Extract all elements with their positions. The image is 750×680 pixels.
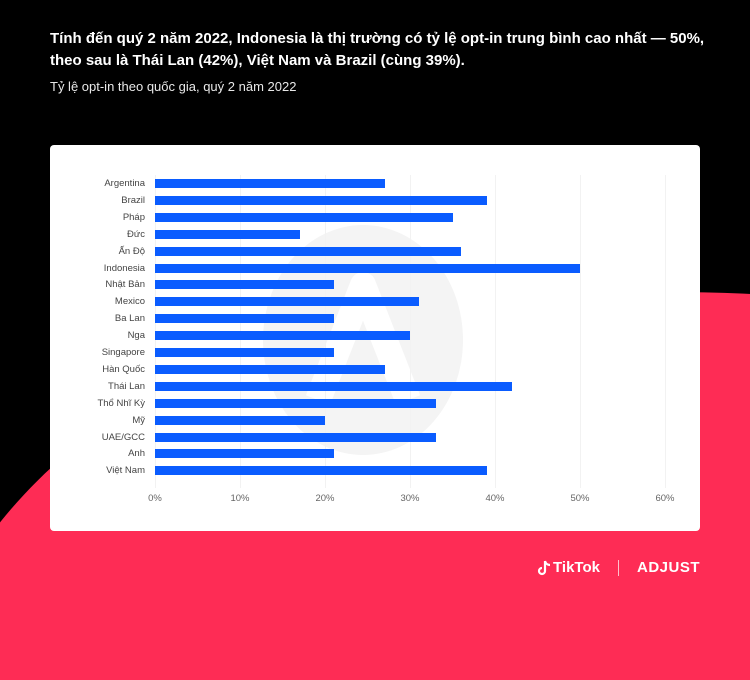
bar-chart-plot: Argentina Brazil Pháp Đức Ấn Độ Indonesia Nhật… xyxy=(97,175,666,488)
category-label: Mỹ xyxy=(132,414,145,426)
bar xyxy=(155,348,334,357)
bar-row: Mexico xyxy=(50,293,419,310)
x-tick-label: 50% xyxy=(570,493,590,504)
category-label: Argentina xyxy=(104,178,145,189)
bar-row: Mỹ xyxy=(50,412,325,429)
bar-row: Đức xyxy=(50,226,300,243)
bar xyxy=(155,415,325,425)
x-tick-label: 10% xyxy=(230,493,250,504)
gridline xyxy=(665,175,666,488)
adjust-wordmark: ADJUST xyxy=(636,559,700,576)
bar-row: Ba Lan xyxy=(50,310,334,327)
chart-subtitle: Tỷ lệ opt-in theo quốc gia, quý 2 năm 20… xyxy=(50,79,297,94)
bar xyxy=(155,229,300,239)
bar-row: Nhật Bản xyxy=(50,276,334,293)
x-tick-label: 0% xyxy=(148,493,162,504)
x-tick-label: 40% xyxy=(485,493,505,504)
tiktok-wordmark: TikTok xyxy=(553,559,600,576)
tiktok-note-icon xyxy=(537,560,551,575)
bar-row: Singapore xyxy=(50,344,334,361)
category-label: Singapore xyxy=(101,347,145,358)
bar-row: Anh xyxy=(50,445,334,462)
bar-row: UAE/GCC xyxy=(50,429,436,446)
bar-row: Indonesia xyxy=(50,260,580,277)
headline: Tính đến quý 2 năm 2022, Indonesia là th… xyxy=(50,30,705,69)
footer-logos: TikTok ADJUST xyxy=(537,559,700,576)
category-label: Đức xyxy=(127,228,145,240)
category-label: Nga xyxy=(127,330,145,342)
bar xyxy=(155,297,419,307)
bar-row: Brazil xyxy=(50,192,487,209)
bar xyxy=(155,364,385,374)
tiktok-logo: TikTok xyxy=(537,559,600,576)
chart-card: Argentina Brazil Pháp Đức Ấn Độ Indonesia Nhật… xyxy=(50,145,700,531)
x-tick-label: 60% xyxy=(655,493,675,504)
category-label: Mexico xyxy=(114,296,145,308)
x-tick-label: 20% xyxy=(315,493,335,504)
bar xyxy=(155,314,334,324)
gridline xyxy=(410,175,411,488)
bar xyxy=(155,280,334,290)
header: Tính đến quý 2 năm 2022, Indonesia là th… xyxy=(50,28,710,96)
category-label: Ấn Độ xyxy=(118,245,145,257)
bar xyxy=(155,381,512,391)
x-tick-label: 30% xyxy=(400,493,420,504)
bar xyxy=(155,263,580,273)
bar xyxy=(155,195,487,205)
bar xyxy=(155,449,334,459)
category-label: Thổ Nhĩ Kỳ xyxy=(97,397,145,409)
bar xyxy=(155,246,461,256)
bar-row: Argentina xyxy=(50,175,385,192)
category-label: Nhật Bản xyxy=(105,279,145,291)
category-label: Thái Lan xyxy=(108,380,145,392)
bar-row: Pháp xyxy=(50,209,453,226)
logo-divider xyxy=(617,559,619,576)
bar xyxy=(155,331,410,341)
bar-row: Thổ Nhĩ Kỳ xyxy=(50,395,436,412)
bar xyxy=(155,466,487,476)
category-label: Brazil xyxy=(121,194,145,206)
category-label: Ba Lan xyxy=(114,313,145,325)
gridline xyxy=(580,175,581,488)
category-label: Pháp xyxy=(122,211,145,223)
bar xyxy=(155,179,385,188)
bar xyxy=(155,212,453,222)
bar xyxy=(155,432,436,442)
bar-row: Ấn Độ xyxy=(50,243,461,260)
bar-row: Việt Nam xyxy=(50,462,487,479)
adjust-logo: ADJUST xyxy=(637,559,700,576)
category-label: UAE/GCC xyxy=(101,431,145,443)
category-label: Hàn Quốc xyxy=(102,363,145,375)
gridline xyxy=(495,175,496,488)
bar-row: Thái Lan xyxy=(50,378,512,395)
bar-row: Hàn Quốc xyxy=(50,361,385,378)
category-label: Indonesia xyxy=(103,262,145,274)
category-label: Việt Nam xyxy=(106,465,145,477)
category-label: Anh xyxy=(128,448,145,460)
bar xyxy=(155,398,436,408)
bar-row: Nga xyxy=(50,327,410,344)
